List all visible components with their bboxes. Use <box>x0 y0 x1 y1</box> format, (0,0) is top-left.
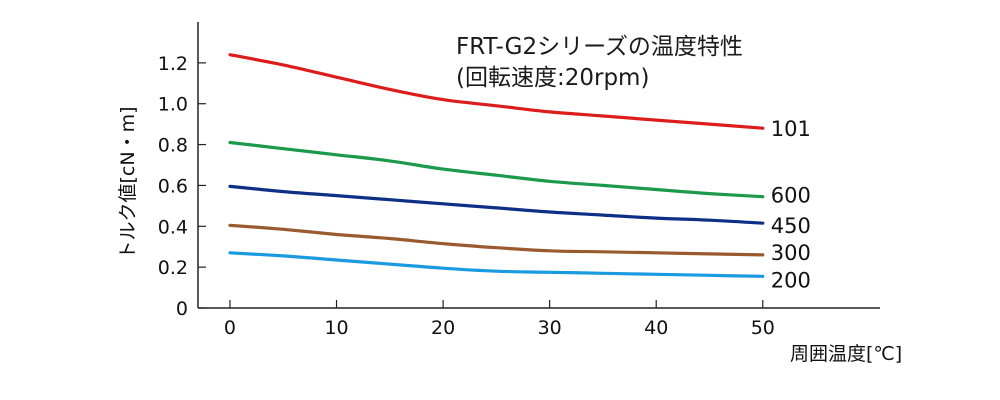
x-ticks: 0 10 20 30 40 50 <box>224 300 775 339</box>
series-label-101: 101 <box>771 117 811 141</box>
y-tick-label: 0.2 <box>158 257 188 279</box>
y-tick-label: 0.6 <box>158 175 188 197</box>
chart-subtitle: (回転速度:20rpm) <box>456 65 649 91</box>
y-tick-label: 1.2 <box>158 53 188 75</box>
series-line-101 <box>228 53 765 130</box>
chart-title: FRT-G2シリーズの温度特性 <box>456 34 743 60</box>
y-tick-label: 0.8 <box>158 135 188 157</box>
x-tick-label: 40 <box>644 317 668 339</box>
series-line-450 <box>228 184 765 225</box>
x-tick-label: 10 <box>324 317 348 339</box>
x-tick-label: 20 <box>431 317 455 339</box>
y-tick-label: 1.0 <box>158 94 188 116</box>
series-line-600 <box>228 140 765 199</box>
x-tick-label: 30 <box>538 317 562 339</box>
series-label-450: 450 <box>771 214 811 238</box>
series-line-200 <box>228 251 765 278</box>
x-tick-label: 0 <box>224 317 236 339</box>
axes <box>197 22 880 309</box>
y-tick-label: 0 <box>176 298 188 320</box>
series-label-300: 300 <box>771 241 811 265</box>
series-line-300 <box>228 223 765 257</box>
x-tick-label: 50 <box>751 317 775 339</box>
y-axis-label: トルク値[cN・m] <box>117 107 139 260</box>
y-ticks: 0 0.2 0.4 0.6 0.8 1.0 1.2 <box>158 53 206 320</box>
x-axis-label: 周囲温度[℃] <box>790 343 902 365</box>
series-lines <box>228 53 765 278</box>
series-label-200: 200 <box>771 268 811 292</box>
y-tick-label: 0.4 <box>158 216 188 238</box>
series-labels: 101 600 450 300 200 <box>771 117 811 292</box>
series-label-600: 600 <box>771 184 811 208</box>
